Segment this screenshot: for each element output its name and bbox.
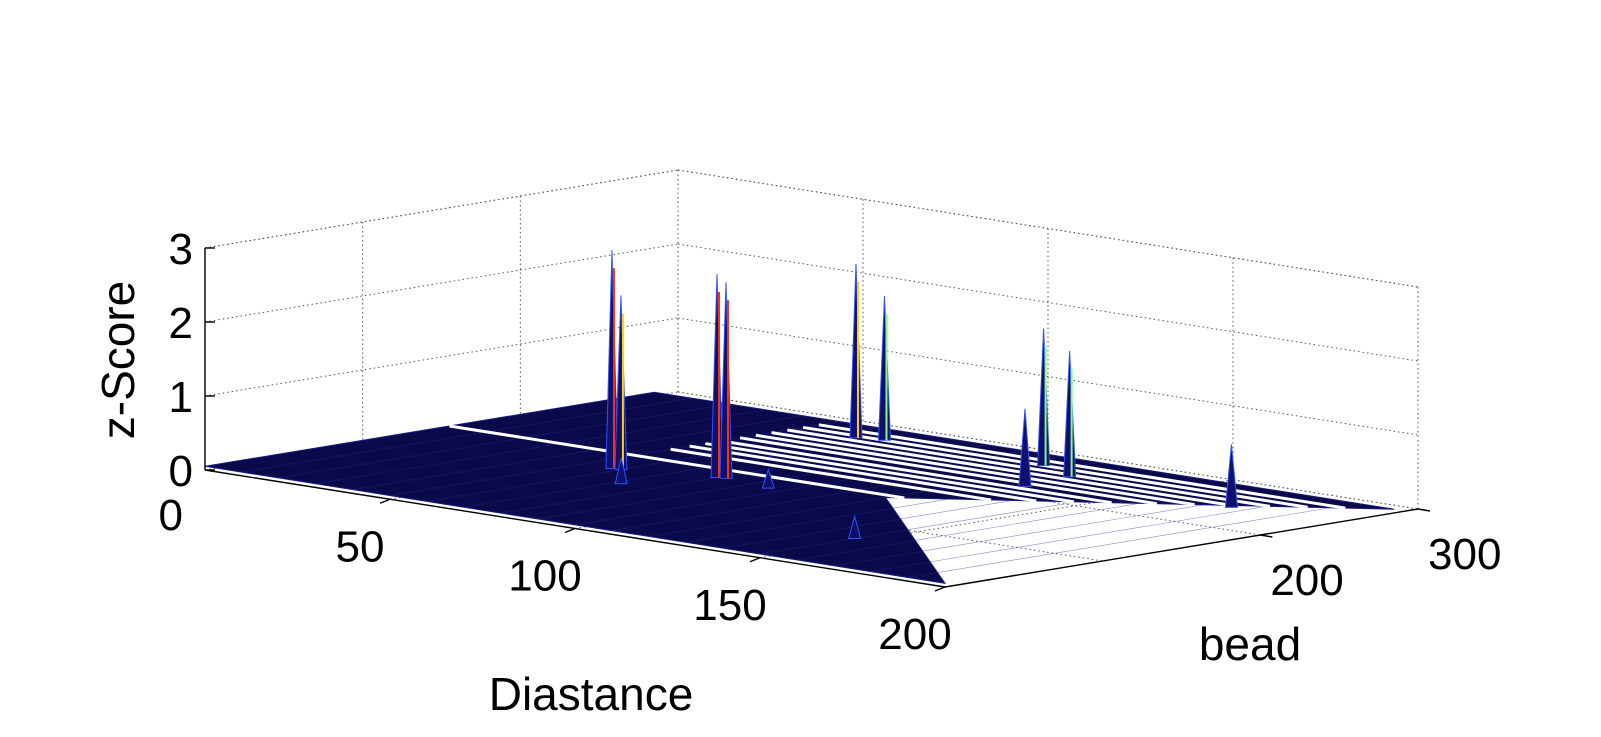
grid-line-z-left bbox=[204, 169, 679, 249]
surface-mesh-line bbox=[722, 500, 1013, 549]
surface-peak bbox=[614, 457, 628, 485]
z-tick-label: 3 bbox=[169, 225, 193, 274]
surface-mesh-line bbox=[796, 503, 1140, 561]
x-tick-label: 100 bbox=[508, 552, 581, 601]
y-tick-label: 200 bbox=[1270, 556, 1343, 605]
y-tick-mark bbox=[1417, 508, 1431, 512]
surface-gap-row bbox=[689, 444, 1037, 503]
surface-peak bbox=[1224, 444, 1238, 508]
grid-line-x-floor bbox=[759, 479, 1234, 559]
x-tick-mark bbox=[749, 557, 761, 563]
grid-line-z-back bbox=[677, 317, 1419, 436]
grid-line-z-left bbox=[204, 317, 679, 397]
tick-labels: 50 100 150 200 200 300 0 1 2 3 0 bbox=[159, 225, 1502, 659]
surface-mesh-line bbox=[870, 505, 1268, 572]
surface-gap-row bbox=[449, 424, 905, 500]
surface-peak bbox=[719, 282, 733, 479]
surface-peaks bbox=[605, 250, 1238, 539]
x-tick-label: 200 bbox=[878, 610, 951, 659]
z-tick-label: 1 bbox=[169, 373, 193, 422]
x-tick-label: 50 bbox=[336, 522, 385, 571]
grid-line-z-back bbox=[677, 169, 1419, 288]
x-tick-mark bbox=[934, 586, 946, 592]
surface-peak bbox=[877, 295, 892, 441]
grid-line-z-back bbox=[677, 243, 1419, 362]
surface-mesh-line bbox=[426, 427, 877, 502]
surface-peak bbox=[614, 295, 628, 470]
x-origin-tick-label: 0 bbox=[159, 491, 183, 540]
y-tick-label: 300 bbox=[1428, 530, 1501, 579]
surface-gap-row bbox=[705, 442, 1075, 504]
surface-mesh-line bbox=[537, 444, 988, 520]
surface-peak bbox=[1018, 408, 1032, 487]
surface-mesh-line bbox=[315, 409, 766, 485]
surface-mesh-line bbox=[278, 403, 729, 479]
surface-peak bbox=[849, 263, 863, 439]
surface bbox=[204, 391, 1395, 584]
z-tick-label: 2 bbox=[169, 299, 193, 348]
x-axis-label: Diastance bbox=[489, 668, 694, 720]
surface-gap-row bbox=[771, 431, 1233, 507]
surface-mesh-line bbox=[574, 450, 1025, 526]
surface-gap-row bbox=[755, 433, 1195, 507]
surface-mesh-line bbox=[907, 507, 1331, 578]
x-tick-label: 150 bbox=[693, 581, 766, 630]
surface-mesh-line bbox=[685, 498, 950, 543]
y-axis-label: bead bbox=[1199, 618, 1301, 670]
surface-peak bbox=[761, 468, 776, 489]
surface-gap-row bbox=[720, 439, 1112, 505]
surface-peak bbox=[1063, 350, 1077, 478]
surface-peak bbox=[1037, 328, 1051, 466]
surface-mesh-line bbox=[611, 456, 1062, 531]
z-tick-label: 0 bbox=[169, 447, 193, 496]
x-tick-mark bbox=[379, 498, 391, 504]
grid-line-z-left bbox=[204, 243, 679, 323]
surface-mesh-line bbox=[463, 432, 914, 508]
surface-mesh-line bbox=[759, 501, 1077, 555]
surface-gap-row bbox=[739, 436, 1158, 506]
surface-gap-row bbox=[818, 423, 1346, 510]
y-axis-line bbox=[944, 508, 1419, 588]
surface-mesh-line bbox=[833, 504, 1204, 567]
z-axis-label: z-Score bbox=[92, 281, 144, 439]
y-tick-mark bbox=[1260, 534, 1273, 538]
x-tick-mark bbox=[564, 527, 576, 534]
surface-peak bbox=[847, 514, 862, 539]
